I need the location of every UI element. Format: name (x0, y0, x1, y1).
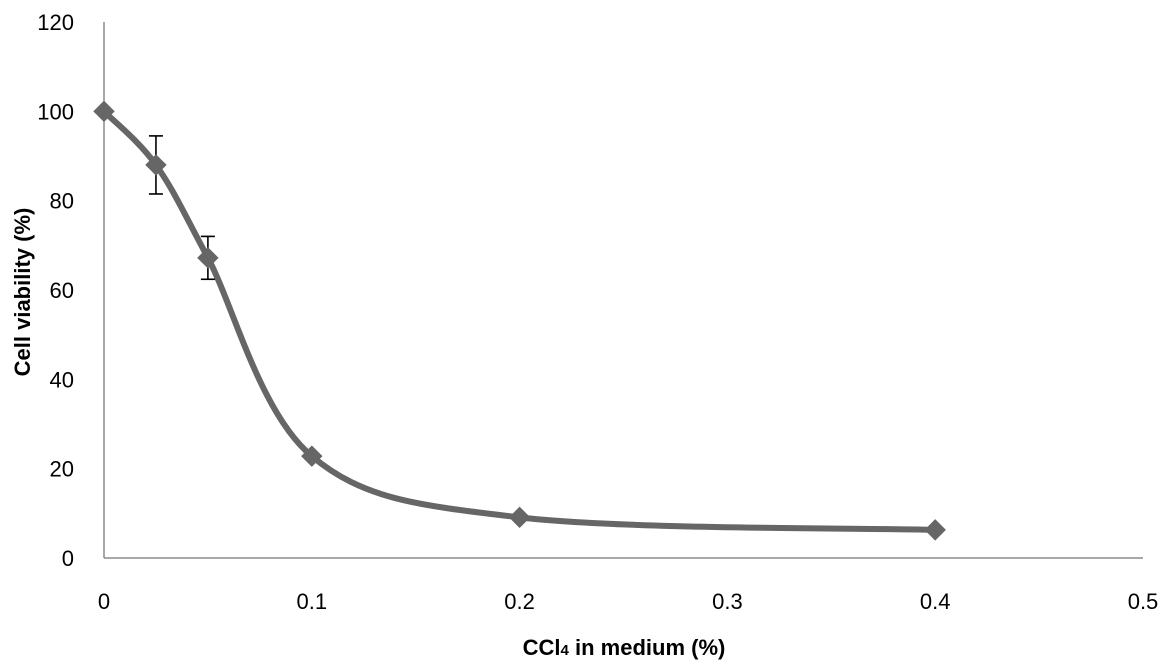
data-point-marker (924, 519, 946, 541)
y-tick-label: 0 (62, 546, 74, 571)
series-line (101, 108, 939, 533)
data-point-marker (93, 100, 115, 123)
data-point-marker (508, 506, 531, 529)
data-point-marker (145, 154, 167, 176)
y-tick-label: 20 (50, 457, 74, 482)
x-tick-label: 0.5 (1128, 589, 1159, 614)
axes (103, 22, 1143, 559)
data-point-marker (301, 445, 323, 467)
y-tick-label: 60 (50, 278, 74, 303)
data-point-marker (197, 247, 219, 269)
x-tick-label: 0.3 (712, 589, 743, 614)
tick-labels: 0 0.1 0.2 0.3 0.4 0.5 0 20 40 60 80 100 120 (37, 10, 1158, 614)
y-tick-label: 80 (50, 189, 74, 214)
y-tick-label: 100 (37, 99, 74, 124)
x-tick-label: 0.1 (297, 589, 328, 614)
x-tick-label: 0.2 (504, 589, 535, 614)
y-axis-title: Cell viability (%) (10, 208, 35, 377)
y-tick-label: 40 (50, 367, 74, 392)
y-tick-label: 120 (37, 10, 74, 35)
series-group (93, 100, 946, 541)
x-tick-label: 0.4 (920, 589, 951, 614)
x-tick-label: 0 (98, 589, 110, 614)
x-axis-title: CCl4 in medium (%) (523, 635, 726, 660)
